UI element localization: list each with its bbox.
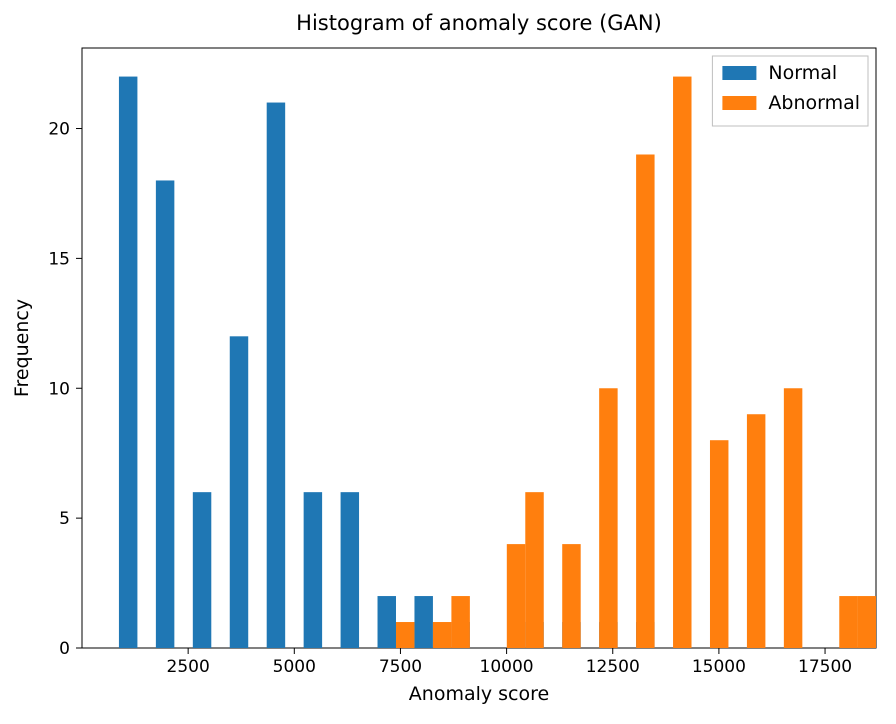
y-tick-label: 5 [59, 509, 70, 529]
x-axis-ticks: 2500 5000 7500 10000 12500 15000 17500 [167, 648, 853, 677]
bar-abnormal [747, 414, 765, 648]
bar-abnormal [636, 154, 654, 648]
bar-normal [156, 180, 174, 648]
x-tick-label: 2500 [167, 657, 210, 677]
bar-abnormal [784, 388, 802, 648]
bar-abnormal [599, 388, 617, 648]
bar-abnormal [507, 544, 525, 648]
bar-abnormal [433, 622, 451, 648]
bar-abnormal [858, 596, 876, 648]
bar-abnormal [451, 596, 469, 648]
legend-swatch-normal [722, 66, 756, 80]
x-tick-label: 7500 [379, 657, 422, 677]
y-axis-ticks: 0 5 10 15 20 [48, 120, 82, 659]
x-tick-label: 15000 [692, 657, 746, 677]
bar-normal [414, 596, 432, 648]
bar-normal [119, 77, 137, 648]
bar-abnormal [562, 544, 580, 648]
legend: Normal Abnormal [712, 56, 868, 126]
x-tick-label: 12500 [586, 657, 640, 677]
x-tick-label: 5000 [273, 657, 316, 677]
bar-normal [267, 103, 285, 648]
bar-normal [341, 492, 359, 648]
bar-normal [230, 336, 248, 648]
bar-abnormal [525, 492, 543, 648]
bar-abnormal [673, 77, 691, 648]
y-tick-label: 20 [48, 120, 70, 140]
legend-swatch-abnormal [722, 96, 756, 110]
y-tick-label: 10 [48, 379, 70, 399]
bar-abnormal [710, 440, 728, 648]
x-axis-label: Anomaly score [409, 683, 549, 705]
y-axis-label: Frequency [11, 299, 33, 397]
y-tick-label: 0 [59, 639, 70, 659]
bar-normal [304, 492, 322, 648]
bar-abnormal [396, 622, 414, 648]
chart-title: Histogram of anomaly score (GAN) [296, 11, 662, 35]
x-tick-label: 17500 [798, 657, 852, 677]
legend-label-normal: Normal [768, 62, 837, 84]
bar-abnormal [839, 596, 857, 648]
bar-normal [378, 596, 396, 648]
histogram-chart: Histogram of anomaly score (GAN) 2500500… [0, 0, 896, 724]
bar-normal [193, 492, 211, 648]
legend-label-abnormal: Abnormal [768, 92, 860, 114]
x-tick-label: 10000 [480, 657, 534, 677]
y-tick-label: 15 [48, 249, 70, 269]
bars-abnormal [396, 77, 876, 648]
